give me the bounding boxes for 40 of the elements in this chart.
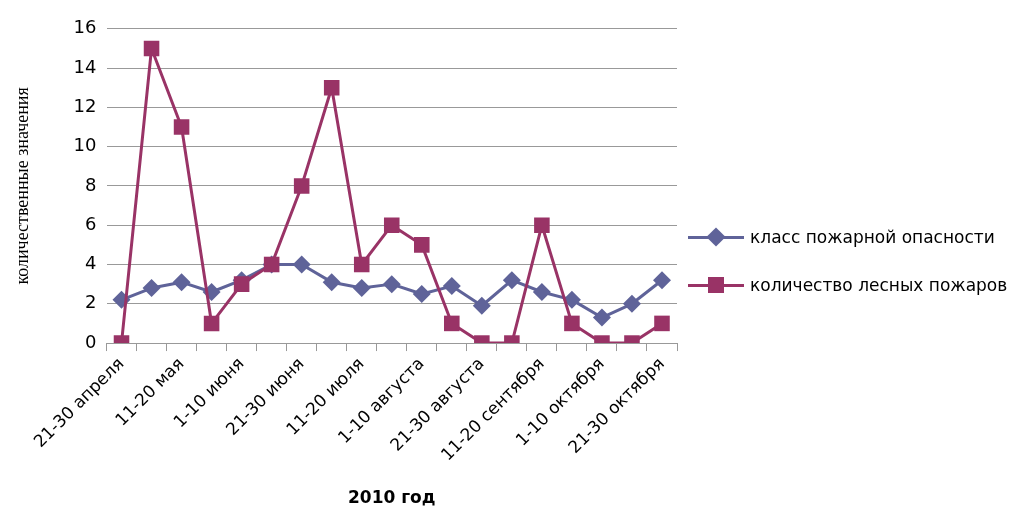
point bbox=[534, 217, 550, 233]
y-tick-label: 4 bbox=[85, 252, 97, 274]
point bbox=[622, 294, 641, 313]
point bbox=[233, 276, 250, 292]
point bbox=[322, 273, 341, 292]
y-tick-label: 10 bbox=[73, 134, 97, 156]
point bbox=[564, 315, 580, 332]
legend-label: класс пожарной опасности bbox=[750, 226, 995, 247]
point bbox=[203, 315, 220, 332]
y-tick-label: 8 bbox=[85, 173, 97, 195]
y-tick-label: 0 bbox=[85, 330, 97, 352]
point bbox=[414, 237, 430, 253]
y-tick-label: 16 bbox=[73, 16, 97, 38]
point bbox=[143, 40, 160, 57]
point bbox=[383, 217, 400, 233]
point bbox=[353, 256, 370, 273]
point bbox=[142, 279, 161, 298]
point bbox=[532, 282, 551, 301]
point bbox=[472, 296, 491, 315]
point bbox=[654, 315, 670, 332]
point bbox=[382, 275, 401, 294]
legend-label: количество лесных пожаров bbox=[750, 274, 1008, 295]
point bbox=[352, 279, 371, 298]
point bbox=[292, 255, 311, 274]
point bbox=[293, 178, 310, 194]
point bbox=[412, 284, 431, 303]
point bbox=[502, 271, 521, 290]
y-tick-label: 6 bbox=[85, 212, 97, 234]
y-tick-label: 2 bbox=[85, 291, 97, 313]
y-tick-label: 12 bbox=[73, 95, 97, 117]
point bbox=[444, 315, 460, 332]
y-axis-title: количественные значения bbox=[11, 87, 32, 285]
x-axis-title: 2010 год bbox=[347, 487, 436, 508]
point bbox=[173, 119, 190, 135]
point bbox=[172, 273, 191, 292]
y-tick-label: 14 bbox=[73, 55, 97, 77]
point bbox=[592, 308, 611, 327]
point bbox=[323, 79, 340, 96]
point bbox=[442, 277, 461, 296]
point bbox=[652, 271, 671, 290]
